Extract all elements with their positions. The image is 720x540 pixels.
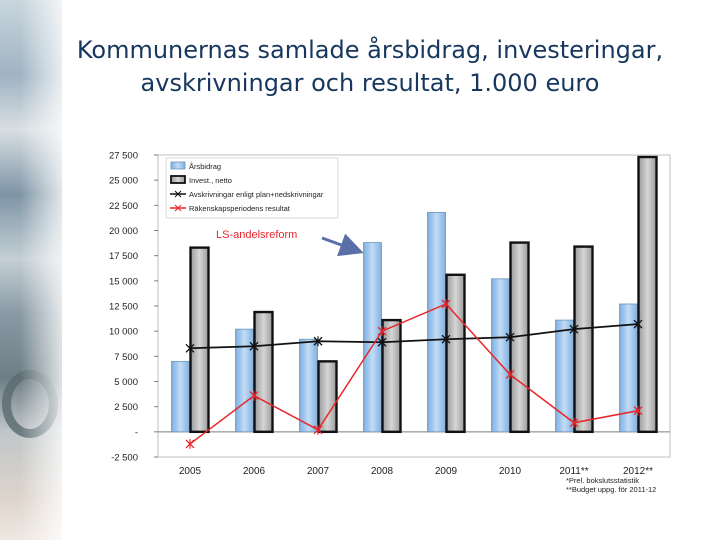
lines (185, 298, 643, 449)
y-tick-label: 2 500 (114, 402, 138, 413)
side-photo-fade (20, 0, 75, 540)
y-tick-label: 10 000 (109, 327, 138, 338)
marker-resultat (313, 424, 323, 435)
marker-resultat (441, 298, 451, 309)
bar-invest-netto (253, 310, 274, 434)
y-tick-label: 22 500 (109, 201, 138, 212)
x-tick-label: 2011** (559, 466, 588, 477)
y-tick-label: - (135, 427, 138, 438)
marker-resultat (569, 417, 579, 428)
legend-swatch (174, 190, 182, 198)
x-tick-label: 2008 (371, 466, 394, 477)
marker-resultat (377, 326, 387, 337)
bars (171, 155, 658, 434)
y-tick-label: 17 500 (109, 251, 138, 262)
legend-swatch (170, 161, 186, 170)
bar-arsbidrag (235, 328, 254, 433)
marker-avskrivningar (313, 336, 323, 347)
marker-resultat (185, 438, 195, 449)
marker-resultat (249, 390, 259, 401)
footnote-prel: *Prel. bokslutsstatistik (566, 476, 639, 485)
legend: Årsbidrag Invest., netto Avskrivningar enl… (165, 157, 339, 219)
y-tick-label: -2 500 (111, 453, 138, 464)
bar-invest-netto (317, 360, 338, 434)
y-axis: 27 500 25 000 22 500 20 000 17 500 15 000 12 5… (109, 151, 670, 464)
bar-invest-netto (637, 155, 658, 434)
y-tick-label: 27 500 (109, 151, 138, 162)
y-tick-label: 5 000 (114, 377, 138, 388)
title-line-2: avskrivningar och resultat, 1.000 euro (140, 69, 600, 97)
y-tick-label: 12 500 (109, 302, 138, 313)
marker-resultat (633, 405, 643, 416)
legend-label: Invest., netto (189, 176, 232, 185)
bar-arsbidrag (491, 278, 510, 433)
bar-invest-netto (573, 245, 594, 434)
x-tick-label: 2007 (307, 466, 330, 477)
marker-avskrivningar (441, 334, 451, 345)
title-line-1: Kommunernas samlade årsbidrag, investeri… (76, 36, 664, 64)
bar-arsbidrag (299, 338, 318, 433)
bar-invest-netto (445, 273, 466, 434)
marker-avskrivningar (377, 337, 387, 348)
y-tick-label: 20 000 (109, 226, 138, 237)
line-resultat (189, 303, 639, 445)
bar-invest-netto (381, 318, 402, 434)
x-tick-label: 2005 (179, 466, 202, 477)
annotation-arrow (321, 233, 364, 257)
x-tick-label: 2010 (499, 466, 522, 477)
marker-avskrivningar (249, 341, 259, 352)
y-tick-label: 25 000 (109, 176, 138, 187)
x-tick-label: 2009 (435, 466, 458, 477)
x-tick-label: 2012** (623, 466, 653, 477)
x-axis: 2005 2006 2007 2008 2009 2010 2011** 2012** (179, 466, 653, 477)
y-tick-label: 7 500 (114, 352, 138, 363)
legend-label: Årsbidrag (189, 162, 221, 171)
marker-avskrivningar (185, 343, 195, 354)
line-avskrivningar (189, 323, 639, 350)
ls-annotation: LS-andelsreform (216, 229, 297, 241)
legend-swatch (170, 175, 186, 184)
bar-arsbidrag (427, 211, 446, 433)
marker-avskrivningar (505, 332, 515, 343)
marker-avskrivningar (569, 324, 579, 335)
slide-title: Kommunernas samlade årsbidrag, investeri… (40, 34, 700, 100)
x-tick-label: 2006 (243, 466, 266, 477)
bar-invest-netto (189, 246, 210, 434)
marker-resultat (505, 369, 515, 380)
y-tick-label: 15 000 (109, 276, 138, 287)
legend-box (165, 157, 339, 219)
bar-arsbidrag (171, 360, 190, 433)
footnote-budget: **Budget uppg. för 2011-12 (566, 485, 657, 494)
legend-swatch (174, 204, 182, 212)
marker-avskrivningar (633, 319, 643, 330)
legend-label: Avskrivningar enligt plan+nedskrivningar (189, 190, 324, 199)
legend-label: Räkenskapsperiodens resultat (189, 204, 291, 213)
